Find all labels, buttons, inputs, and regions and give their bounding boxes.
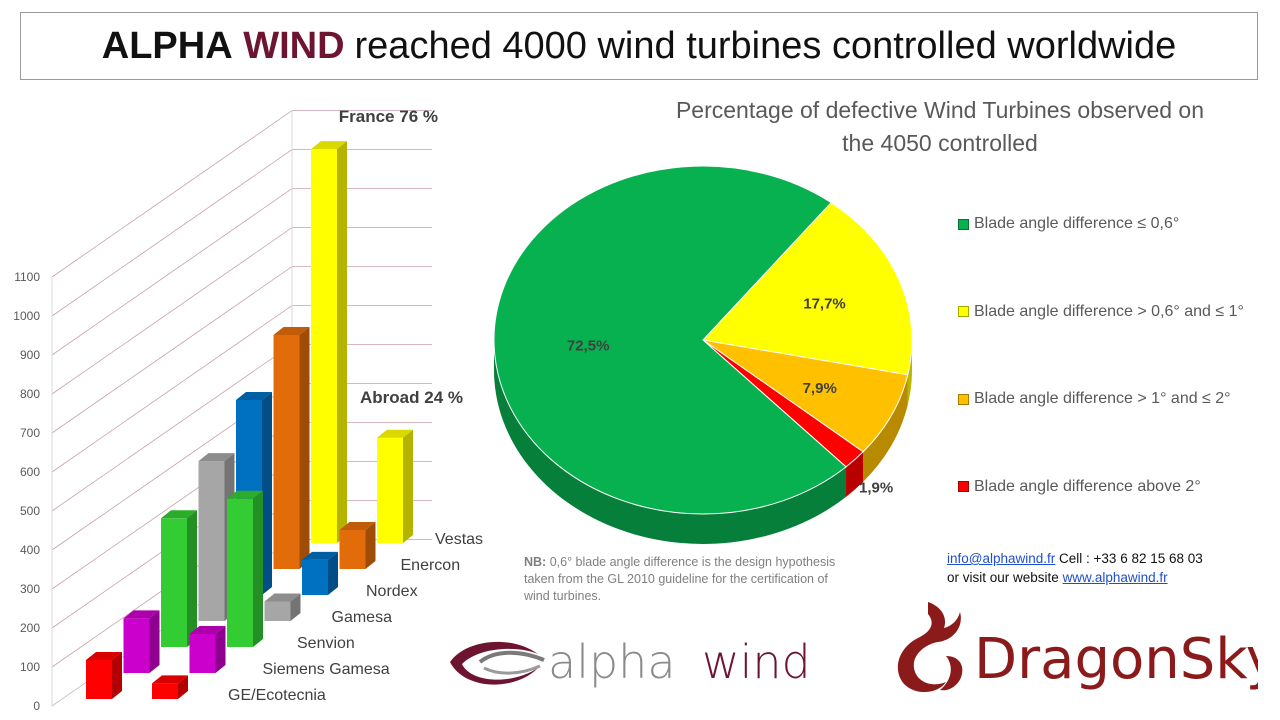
y-tick-label: 200: [20, 621, 40, 635]
category-label: GE/Ecotecnia: [228, 687, 326, 704]
y-tick-label: 1000: [13, 309, 40, 323]
legend-item: Blade angle difference ≤ 0,6°: [958, 215, 1179, 233]
series-label: Abroad 24 %: [360, 388, 463, 407]
bar: [123, 610, 160, 673]
legend-label: Blade angle difference ≤ 0,6°: [974, 215, 1180, 232]
contact-line-2: or visit our website www.alphawind.fr: [947, 568, 1203, 587]
legend-swatch: [958, 481, 969, 492]
pie-slice-side: [907, 340, 912, 405]
legend-label: Blade angle difference > 0,6° and ≤ 1°: [974, 302, 1244, 320]
page-title: ALPHA WIND reached 4000 wind turbines con…: [20, 12, 1258, 80]
title-brand-alpha: ALPHA: [101, 24, 233, 67]
legend-item: Blade angle difference above 2°: [958, 478, 1201, 496]
category-label: Senvion: [297, 635, 355, 652]
gridline: [51, 266, 293, 434]
category-label: Nordex: [366, 583, 418, 600]
y-tick-label: 400: [20, 543, 40, 557]
category-label: Enercon: [401, 557, 461, 574]
y-tick-label: 300: [20, 582, 40, 596]
series-label: France 76 %: [339, 107, 438, 126]
bar: [86, 652, 122, 699]
y-tick-label: 500: [20, 504, 40, 518]
pie-chart-title: Percentage of defective Wind Turbines ob…: [640, 94, 1240, 160]
pie-value-label: 72,5%: [567, 337, 610, 354]
pie-value-label: 7,9%: [803, 380, 837, 397]
dragonsky-logo: DragonSky: [897, 602, 1258, 693]
legend-swatch: [958, 393, 969, 405]
alpha-swoosh-icon: [450, 641, 545, 685]
bar: [264, 593, 301, 621]
pie-chart: 17,7% 7,9% 1,9% 72,5%: [493, 165, 913, 545]
contact-line-1: info@alphawind.fr Cell : +33 6 82 15 68 …: [947, 549, 1203, 568]
email-link[interactable]: info@alphawind.fr: [947, 551, 1056, 566]
pie-slice: [702, 339, 909, 453]
pie-slice-side: [494, 340, 847, 545]
bar: [302, 551, 338, 595]
category-label: Gamesa: [332, 609, 393, 626]
gridline: [51, 305, 293, 473]
cell-phone: Cell : +33 6 82 15 68 03: [1059, 551, 1203, 566]
bar: [227, 490, 263, 647]
y-tick-label: 0: [33, 699, 40, 713]
gridline: [51, 227, 293, 395]
y-tick-label: 700: [20, 426, 40, 440]
bar-chart: 0 100 200 300 400 500 600 700 800 900 1000 1100 Ves…: [13, 107, 483, 713]
pie-title-line-1: Percentage of defective Wind Turbines ob…: [675, 97, 1205, 123]
alpha-logo-word-2: wind: [702, 635, 811, 689]
contact-block: info@alphawind.fr Cell : +33 6 82 15 68 …: [947, 549, 1203, 587]
category-label: Vestas: [435, 531, 483, 548]
alpha-logo-word-1: alpha: [548, 635, 676, 689]
y-tick-label: 1100: [14, 270, 40, 284]
y-tick-label: 600: [20, 465, 40, 479]
y-tick-label: 900: [20, 348, 40, 362]
nb-note: NB: 0,6° blade angle difference is the d…: [524, 554, 854, 605]
legend-label: Blade angle difference above 2°: [974, 477, 1201, 495]
bar: [339, 522, 376, 569]
pie-value-label: 17,7%: [803, 296, 846, 313]
pie-slice-side: [863, 374, 908, 482]
bar: [377, 429, 413, 543]
alpha-wind-logo: alpha wind: [450, 635, 811, 689]
website-link[interactable]: www.alphawind.fr: [1062, 570, 1168, 585]
pie-slice-side: [846, 451, 864, 497]
bar: [152, 675, 188, 699]
gridline: [51, 110, 293, 278]
bar: [189, 626, 226, 673]
bar: [161, 510, 197, 647]
bar: [273, 327, 310, 569]
gridline: [51, 344, 293, 512]
title-text: reached 4000 wind turbines controlled wo…: [354, 24, 1177, 67]
legend-swatch: [958, 306, 969, 317]
bar: [311, 141, 347, 543]
title-brand-wind: WIND: [243, 24, 345, 67]
gridline: [51, 188, 293, 356]
legend-item: Blade angle difference > 0,6° and ≤ 1°: [958, 303, 1244, 321]
legend-label: Blade angle difference > 1° and ≤ 2°: [974, 390, 1231, 407]
y-tick-label: 100: [20, 660, 40, 674]
visit-text: or visit our website: [947, 570, 1059, 585]
nb-text: 0,6° blade angle difference is the desig…: [524, 555, 836, 603]
dragon-icon: [897, 602, 963, 693]
legend-swatch: [958, 218, 969, 230]
dragon-logo-text: DragonSky: [974, 627, 1258, 692]
pie-value-label: 1,9%: [859, 479, 893, 496]
pie-slice: [702, 201, 913, 376]
category-label: Siemens Gamesa: [263, 661, 390, 678]
gridline: [51, 149, 293, 317]
pie-slice: [493, 165, 847, 515]
legend-item: Blade angle difference > 1° and ≤ 2°: [958, 390, 1231, 408]
pie-title-line-2: the 4050 controlled: [842, 130, 1038, 156]
nb-label: NB:: [524, 555, 547, 569]
y-tick-label: 800: [20, 387, 40, 401]
